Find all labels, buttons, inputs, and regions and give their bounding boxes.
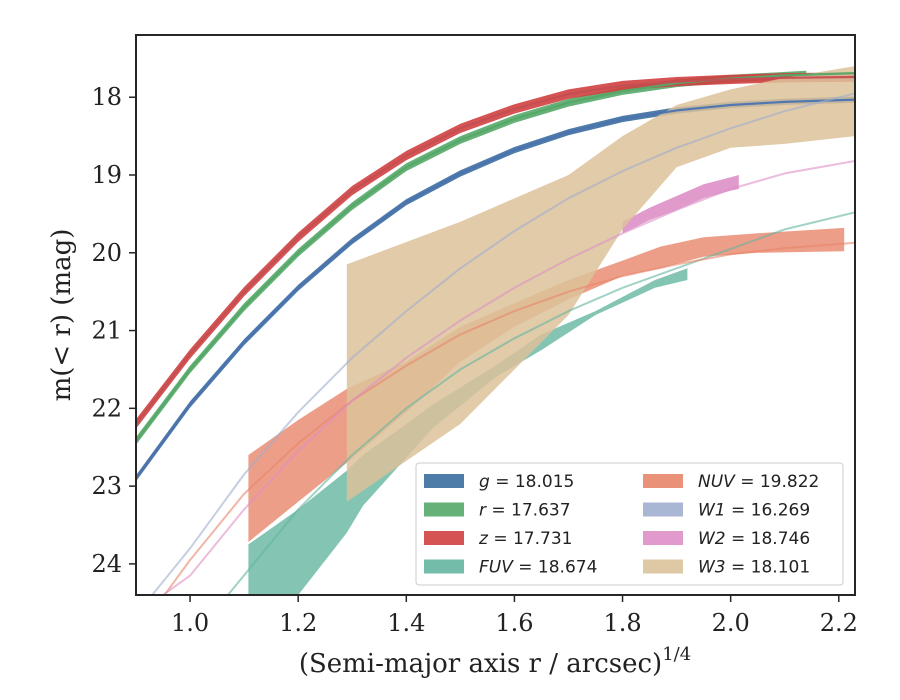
y-tick-label: 22	[91, 394, 122, 422]
legend-swatch-r	[424, 502, 464, 517]
legend-swatch-nuv	[643, 474, 683, 488]
legend-label-w3: W3 = 18.101	[698, 558, 810, 578]
legend-label-z: z = 17.731	[478, 529, 572, 549]
legend-label-r: r = 17.637	[479, 501, 571, 521]
line-layer	[136, 72, 855, 595]
y-tick-label: 18	[91, 83, 122, 111]
y-axis-ticks: 18 19 20 21 22 23 24	[91, 83, 136, 578]
x-tick-label: 1.6	[495, 609, 533, 637]
x-tick-label: 1.0	[171, 609, 209, 637]
legend-swatch-z	[424, 531, 464, 545]
legend-label-w1: W1 = 16.269	[698, 501, 810, 521]
legend-label-nuv: NUV = 19.822	[698, 472, 819, 492]
legend-swatch-w3	[643, 559, 683, 574]
y-tick-label: 19	[91, 161, 122, 189]
y-axis-label: m(< r) (mag)	[47, 229, 77, 402]
x-tick-label: 1.2	[279, 609, 317, 637]
legend: g = 18.015 r = 17.637 z = 17.731 FUV = 18.6…	[415, 462, 844, 586]
model-line-fuv	[227, 211, 855, 595]
x-tick-label: 2.2	[820, 609, 858, 637]
legend-swatch-fuv	[424, 559, 464, 574]
plot-frame	[135, 34, 856, 596]
model-line-nuv	[163, 241, 855, 595]
y-tick-label: 24	[91, 550, 122, 578]
x-tick-label: 1.8	[603, 609, 641, 637]
x-axis-label: (Semi-major axis r / arcsec)1/4	[299, 644, 691, 679]
x-axis-ticks: 1.0 1.2 1.4 1.6 1.8 2.0 2.2	[171, 595, 858, 637]
legend-label-w2: W2 = 18.746	[698, 529, 810, 549]
model-line-g	[136, 98, 855, 479]
legend-swatch-g	[424, 474, 464, 488]
legend-label-fuv: FUV = 18.674	[479, 558, 597, 578]
legend-box	[415, 462, 844, 586]
y-tick-label: 21	[91, 317, 122, 345]
y-tick-label: 20	[91, 239, 122, 267]
band-fuv	[248, 268, 688, 595]
legend-swatch-w2	[643, 531, 683, 545]
band-w2	[622, 175, 739, 234]
x-axis-label-superscript: 1/4	[662, 644, 691, 665]
band-layer	[136, 66, 855, 595]
x-tick-label: 2.0	[712, 609, 750, 637]
legend-label-g: g = 18.015	[479, 472, 574, 492]
x-tick-label: 1.4	[387, 609, 425, 637]
x-axis-label-main: (Semi-major axis r / arcsec)	[299, 649, 662, 679]
band-w3	[346, 66, 855, 502]
y-tick-label: 23	[91, 472, 122, 500]
model-line-w1	[151, 92, 855, 595]
model-line-w2	[162, 160, 855, 595]
model-line-z	[136, 75, 855, 425]
legend-swatch-w1	[643, 502, 683, 517]
